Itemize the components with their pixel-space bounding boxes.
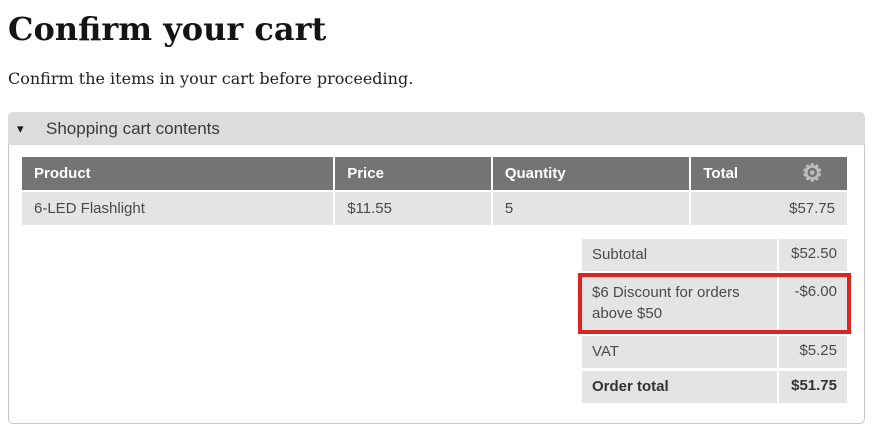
shopping-cart-panel: ▾ Shopping cart contents Product Price Q…: [8, 112, 865, 425]
page-title: Confirm your cart: [8, 10, 327, 48]
summary-row-discount-highlighted: $6 Discount for orders above $50 -$6.00: [578, 273, 851, 334]
summary-row-order-total: Order total $51.75: [582, 371, 847, 404]
summary-row-vat: VAT $5.25: [582, 335, 847, 368]
column-header-quantity: Quantity: [492, 157, 690, 190]
subtotal-label: Subtotal: [582, 239, 777, 272]
cart-item-total: $57.75: [691, 192, 847, 225]
cart-table-header-row: Product Price Quantity Total ⚙: [22, 157, 847, 190]
order-total-value: $51.75: [779, 371, 847, 404]
column-header-product: Product: [22, 157, 334, 190]
panel-body: Product Price Quantity Total ⚙ 6-LED Fla…: [8, 145, 865, 425]
discount-value: -$6.00: [779, 277, 847, 330]
vat-label: VAT: [582, 335, 777, 368]
cart-item-quantity: 5: [492, 192, 690, 225]
order-total-label: Order total: [582, 371, 777, 404]
panel-header-toggle[interactable]: ▾ Shopping cart contents: [8, 112, 865, 145]
cart-item-product: 6-LED Flashlight: [22, 192, 334, 225]
page-subtitle: Confirm the items in your cart before pr…: [8, 69, 414, 88]
summary-row-subtotal: Subtotal $52.50: [582, 239, 847, 272]
panel-title[interactable]: Shopping cart contents: [46, 118, 220, 138]
column-header-price: Price: [335, 157, 491, 190]
order-summary: Subtotal $52.50 $6 Discount for orders a…: [578, 239, 851, 404]
gear-icon[interactable]: ⚙: [801, 159, 823, 187]
cart-table: Product Price Quantity Total ⚙ 6-LED Fla…: [20, 155, 849, 227]
column-header-total-label: Total: [703, 165, 739, 182]
column-header-total: Total ⚙: [691, 157, 847, 190]
cart-item-row: 6-LED Flashlight $11.55 5 $57.75: [22, 192, 847, 225]
caret-down-icon: ▾: [17, 121, 24, 136]
vat-value: $5.25: [779, 335, 847, 368]
discount-label: $6 Discount for orders above $50: [582, 277, 777, 330]
cart-item-price: $11.55: [335, 192, 491, 225]
subtotal-value: $52.50: [779, 239, 847, 272]
